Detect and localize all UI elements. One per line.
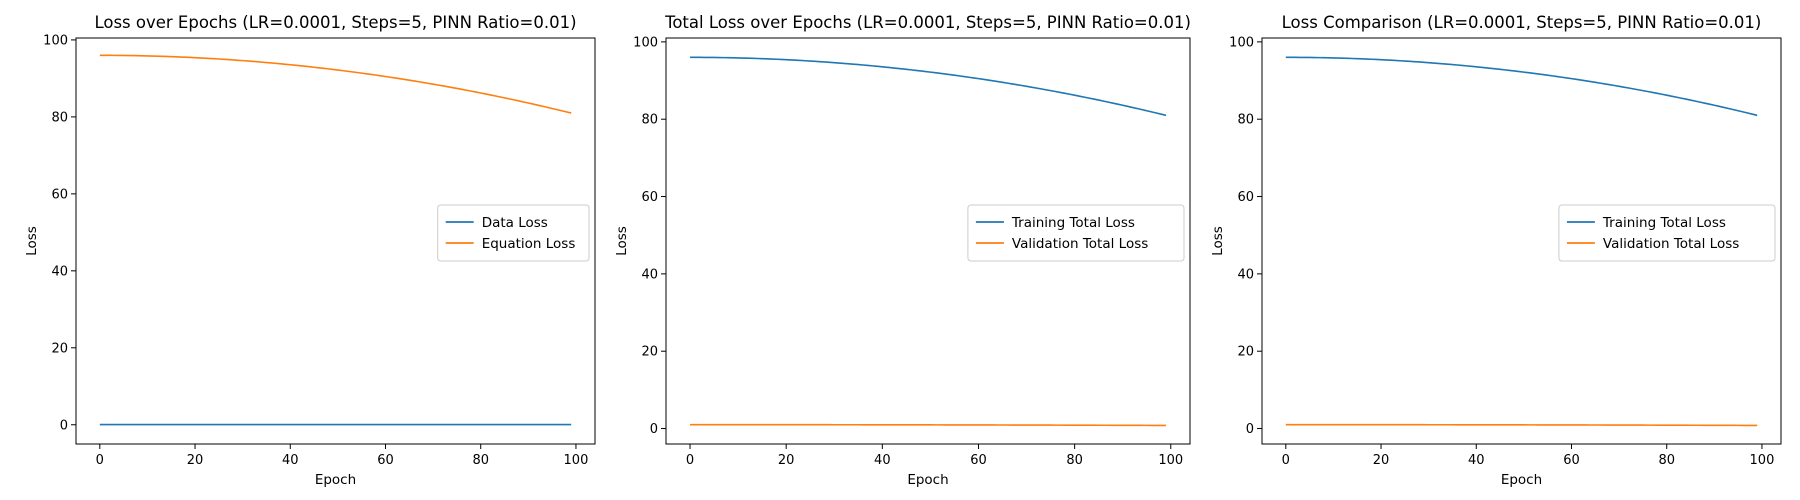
x-tick-label: 20 <box>1373 453 1390 468</box>
legend-label-2: Equation Loss <box>482 236 576 252</box>
y-tick-label: 100 <box>633 35 658 50</box>
plot-area-frame <box>1261 37 1782 445</box>
series-line-2 <box>690 423 1166 427</box>
legend-label-1: Training Total Loss <box>1011 215 1135 231</box>
y-tick-label: 0 <box>1246 422 1254 437</box>
legend-box <box>437 204 590 262</box>
y-axis-label: Loss <box>1210 226 1226 256</box>
x-tick-label: 80 <box>1066 453 1083 468</box>
y-tick-label: 100 <box>43 33 68 48</box>
x-tick-label: 60 <box>1563 453 1580 468</box>
x-tick-label: 100 <box>1158 453 1183 468</box>
plot-area-frame <box>665 37 1191 445</box>
x-tick-label: 0 <box>686 453 694 468</box>
legend-box <box>967 204 1185 262</box>
plot-area-frame <box>75 37 596 445</box>
chart-panel-2: Total Loss over Epochs (LR=0.0001, Steps… <box>614 13 1191 488</box>
x-tick-label: 40 <box>874 453 891 468</box>
legend: Data Loss Equation Loss <box>437 204 590 262</box>
chart-panel-3: Loss Comparison (LR=0.0001, Steps=5, PIN… <box>1210 13 1782 488</box>
chart-title: Total Loss over Epochs (LR=0.0001, Steps… <box>664 13 1191 32</box>
x-axis-label: Epoch <box>1501 472 1542 488</box>
x-tick-label: 20 <box>778 453 795 468</box>
series-line-1 <box>1285 56 1758 117</box>
x-tick-label: 20 <box>187 453 204 468</box>
y-tick-label: 80 <box>1237 113 1254 128</box>
x-tick-label: 0 <box>96 453 104 468</box>
legend-label-2: Validation Total Loss <box>1012 236 1148 252</box>
x-tick-label: 80 <box>1658 453 1675 468</box>
x-tick-label: 100 <box>1750 453 1775 468</box>
x-tick-label: 80 <box>472 453 489 468</box>
y-tick-label: 60 <box>1237 190 1254 205</box>
y-tick-label: 80 <box>641 113 658 128</box>
y-tick-label: 40 <box>51 264 68 279</box>
legend-box <box>1558 204 1776 262</box>
y-tick-label: 20 <box>51 341 68 356</box>
y-tick-label: 80 <box>51 110 68 125</box>
x-tick-label: 60 <box>377 453 394 468</box>
legend-label-2: Validation Total Loss <box>1603 236 1739 252</box>
x-tick-label: 100 <box>564 453 589 468</box>
series-line-2 <box>99 54 572 114</box>
y-tick-label: 100 <box>1229 35 1254 50</box>
legend-label-1: Training Total Loss <box>1602 215 1726 231</box>
y-tick-label: 0 <box>60 418 68 433</box>
y-tick-label: 60 <box>51 187 68 202</box>
y-axis-label: Loss <box>614 226 630 256</box>
series-line-2 <box>1285 423 1758 427</box>
legend: Training Total Loss Validation Total Loss <box>1558 204 1776 262</box>
x-axis-label: Epoch <box>315 472 356 488</box>
y-tick-label: 60 <box>641 190 658 205</box>
x-tick-label: 0 <box>1282 453 1290 468</box>
y-tick-label: 40 <box>641 267 658 282</box>
legend: Training Total Loss Validation Total Loss <box>967 204 1185 262</box>
x-axis-label: Epoch <box>907 472 948 488</box>
y-axis-label: Loss <box>24 226 40 256</box>
chart-title: Loss over Epochs (LR=0.0001, Steps=5, PI… <box>94 13 576 32</box>
y-tick-label: 0 <box>650 422 658 437</box>
y-tick-label: 40 <box>1237 267 1254 282</box>
y-tick-label: 20 <box>1237 345 1254 360</box>
chart-panel-1: Loss over Epochs (LR=0.0001, Steps=5, PI… <box>24 13 596 488</box>
y-tick-label: 20 <box>641 345 658 360</box>
chart-title: Loss Comparison (LR=0.0001, Steps=5, PIN… <box>1282 13 1762 32</box>
x-tick-label: 60 <box>970 453 987 468</box>
x-tick-label: 40 <box>282 453 299 468</box>
series-line-1 <box>690 56 1167 117</box>
legend-label-1: Data Loss <box>482 215 548 231</box>
x-tick-label: 40 <box>1468 453 1485 468</box>
